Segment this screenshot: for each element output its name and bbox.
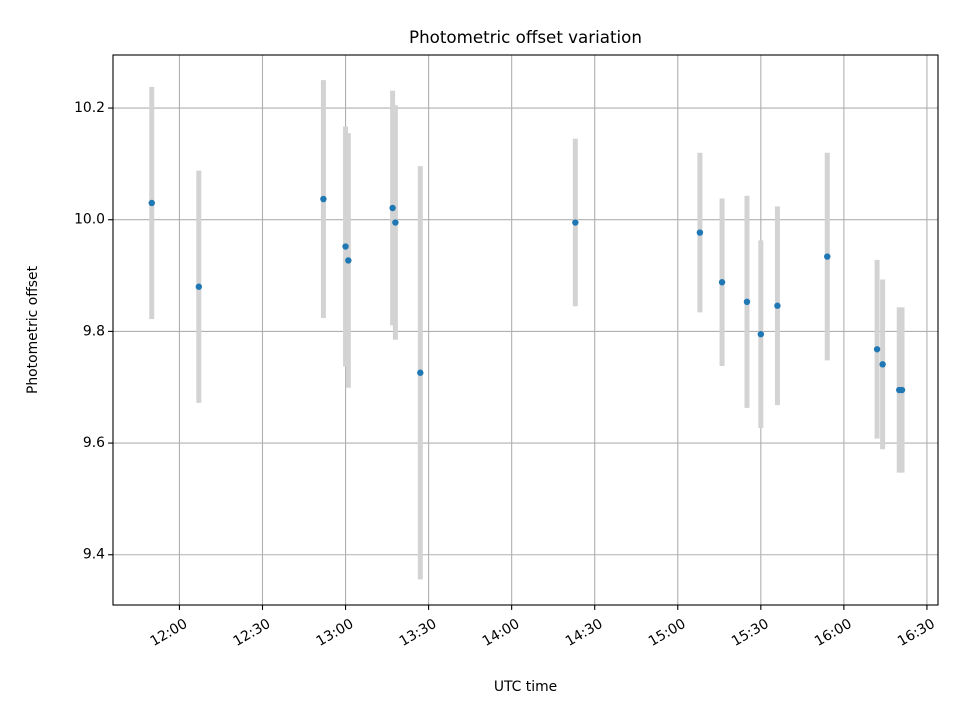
plot-frame [112,54,939,606]
data-point [345,257,352,264]
data-point [774,302,781,309]
data-point [757,330,765,338]
data-point [417,369,424,376]
data-point [342,243,349,250]
data-point [718,279,726,286]
x-axis-label: UTC time [494,679,557,695]
data-point [320,195,327,203]
y-tick-label: 10.0 [74,212,105,228]
y-tick-label: 10.2 [74,100,105,116]
y-axis-label: Photometric offset [25,265,41,394]
data-points [148,195,906,394]
data-point [743,298,751,306]
data-point [392,219,399,226]
data-point [873,346,881,353]
data-point [898,386,906,394]
data-point [572,219,579,226]
data-point [879,361,886,368]
data-point [195,283,203,290]
y-axis-ticks: 9.4 9.6 9.8 10.0 10.2 [74,100,113,563]
data-point [696,229,704,236]
y-tick-label: 9.4 [83,547,105,563]
y-tick-label: 9.8 [83,323,105,339]
chart-title: Photometric offset variation [409,27,642,47]
data-point [148,199,155,207]
y-tick-label: 9.6 [83,435,105,451]
data-point [389,204,396,212]
data-point [824,253,831,260]
